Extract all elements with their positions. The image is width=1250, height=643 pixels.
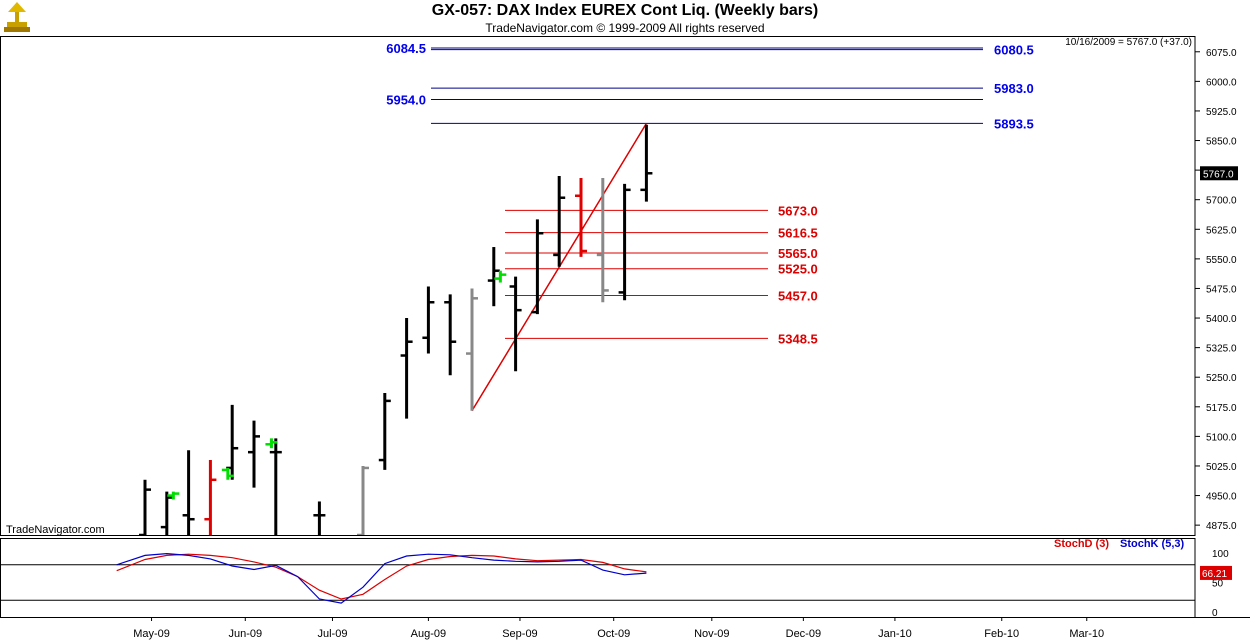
time-axis: May-09 Jun-09 Jul-09 Aug-09 Sep-09 Oct-09 Nov-… <box>0 617 1250 640</box>
projection-level-label: 5893.5 <box>994 116 1034 131</box>
price-tick-label: 4875.0 <box>1206 521 1237 532</box>
watermark-label: TradeNavigator.com <box>6 524 105 536</box>
stoch-d-legend: StochD (3) <box>1054 538 1109 550</box>
stoch-last-value-box <box>1200 565 1232 580</box>
ohlc-bar <box>596 178 609 303</box>
ohlc-bar <box>531 219 544 315</box>
ohlc-bar <box>265 438 278 449</box>
ohlc-bar <box>422 286 435 354</box>
ohlc-bar <box>444 294 457 376</box>
time-tick-label: May-09 <box>133 628 170 640</box>
ohlc-bar <box>640 124 653 202</box>
ohlc-bar <box>182 450 195 535</box>
ohlc-bar <box>400 318 413 419</box>
retracement-level-label: 5525.0 <box>778 262 818 277</box>
ohlc-bar <box>204 460 217 535</box>
ohlc-bar <box>553 176 566 267</box>
projection-level-label: 5954.0 <box>386 93 426 108</box>
ohlc-bar <box>575 178 587 257</box>
trade-navigator-logo-icon <box>4 2 30 32</box>
ohlc-bars <box>139 124 653 535</box>
chart-subtitle: TradeNavigator.com © 1999-2009 All right… <box>485 21 765 35</box>
stoch-k-legend: StochK (5,3) <box>1120 538 1185 550</box>
ohlc-bar <box>160 491 173 535</box>
time-tick-label: Dec-09 <box>786 628 821 640</box>
price-tick-label: 4950.0 <box>1206 492 1237 503</box>
ohlc-bar <box>313 501 326 535</box>
time-tick-label: Jun-09 <box>228 628 262 640</box>
price-tick-label: 5850.0 <box>1206 137 1237 148</box>
time-tick-label: Jan-10 <box>878 628 912 640</box>
price-tick-label: 5175.0 <box>1206 403 1237 414</box>
ohlc-bar <box>357 465 369 535</box>
projection-level-label: 6084.5 <box>386 41 426 56</box>
trendline <box>471 122 648 412</box>
price-tick-label: 6000.0 <box>1206 77 1237 88</box>
time-tick-label: Sep-09 <box>502 628 537 640</box>
time-tick-label: Aug-09 <box>411 628 446 640</box>
ohlc-bar <box>139 479 151 535</box>
last-quote-label: 10/16/2009 = 5767.0 (+37.0) <box>1065 37 1192 48</box>
price-tick-label: 5925.0 <box>1206 107 1237 118</box>
stoch-tick-label: 100 <box>1212 549 1229 560</box>
stoch-tick-label: 0 <box>1212 608 1218 619</box>
ohlc-bar <box>248 420 260 488</box>
projection-level-label: 5983.0 <box>994 81 1034 96</box>
last-price-box <box>1200 166 1238 181</box>
time-tick-label: Mar-10 <box>1069 628 1104 640</box>
ohlc-bar <box>494 270 507 283</box>
stoch-series-line <box>116 553 647 600</box>
ohlc-bar <box>487 247 500 307</box>
retracement-level-label: 5457.0 <box>778 289 818 304</box>
chart-title: GX-057: DAX Index EUREX Cont Liq. (Weekl… <box>431 2 819 19</box>
retracement-level-label: 5348.5 <box>778 331 818 346</box>
price-tick-label: 5400.0 <box>1206 314 1237 325</box>
price-tick-label: 5025.0 <box>1206 462 1237 473</box>
projection-level-label: 6080.5 <box>994 43 1034 58</box>
price-panel: 6075.06000.05925.05850.05775.05700.05625… <box>0 36 1238 536</box>
retracement-level-label: 5616.5 <box>778 226 818 241</box>
time-tick-label: Feb-10 <box>984 628 1019 640</box>
ohlc-bar <box>378 392 391 470</box>
stoch-series-line <box>116 552 647 604</box>
price-tick-label: 5550.0 <box>1206 255 1237 266</box>
ohlc-bar <box>167 491 180 500</box>
retracement-level-label: 5565.0 <box>778 246 818 261</box>
ohlc-bar <box>509 276 522 372</box>
stoch-panel-frame <box>0 538 1196 618</box>
stoch-last-value-label: 66.21 <box>1202 569 1227 580</box>
time-tick-label: Jul-09 <box>317 628 347 640</box>
price-panel-frame <box>0 36 1196 536</box>
chart-header: GX-057: DAX Index EUREX Cont Liq. (Weekl… <box>0 0 1250 36</box>
stoch-tick-label: 50 <box>1212 579 1224 590</box>
stochastic-panel: 100 50 0 66.21 <box>0 538 1232 619</box>
price-tick-label: 5700.0 <box>1206 196 1237 207</box>
last-price-label: 5767.0 <box>1203 169 1234 180</box>
time-tick-label: Nov-09 <box>694 628 729 640</box>
ohlc-bar <box>269 438 282 535</box>
ohlc-bar <box>221 467 234 480</box>
time-tick-label: Oct-09 <box>597 628 630 640</box>
price-tick-label: 5625.0 <box>1206 225 1237 236</box>
price-tick-label: 6075.0 <box>1206 48 1237 59</box>
ohlc-bar <box>618 183 631 301</box>
price-tick-label: 5325.0 <box>1206 344 1237 355</box>
retracement-level-label: 5673.0 <box>778 203 818 218</box>
price-tick-label: 5250.0 <box>1206 373 1237 384</box>
price-tick-label: 5475.0 <box>1206 284 1237 295</box>
price-tick-label: 5100.0 <box>1206 432 1237 443</box>
ohlc-bar <box>466 288 478 411</box>
